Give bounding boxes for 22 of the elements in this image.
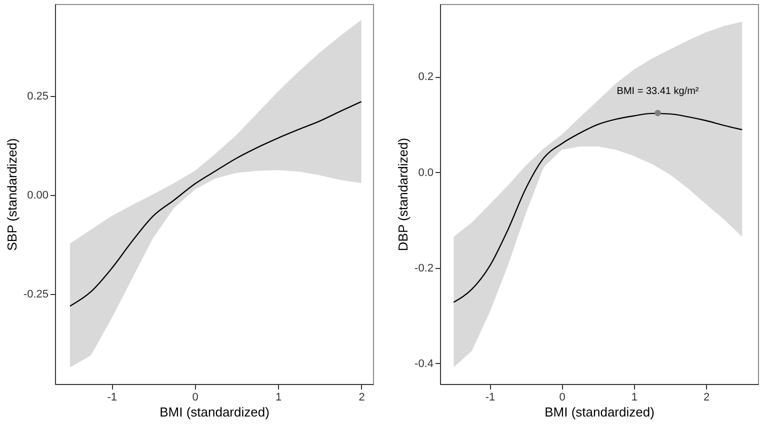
line-series bbox=[453, 112, 743, 303]
x-tick-label: 0 bbox=[192, 392, 198, 404]
x-axis-title: BMI (standardized) bbox=[160, 404, 270, 420]
line-series bbox=[69, 101, 362, 307]
y-axis-title: DBP (standardized) bbox=[396, 138, 411, 252]
y-tick-label: -0.25 bbox=[23, 288, 48, 300]
x-axis-title: BMI (standardized) bbox=[544, 404, 654, 420]
y-tick-label: 0.2 bbox=[418, 71, 434, 84]
x-tick-label: -1 bbox=[485, 392, 496, 404]
x-tick-label: 2 bbox=[704, 392, 710, 404]
y-tick-label: 0.00 bbox=[27, 189, 48, 202]
y-tick-label: 0.25 bbox=[27, 90, 48, 103]
x-tick-label: 2 bbox=[358, 392, 365, 404]
y-tick-label: 0.0 bbox=[418, 166, 434, 179]
y-axis-title: SBP (standardized) bbox=[4, 138, 20, 251]
annotation: BMI = 33.41 kg/m² bbox=[616, 86, 700, 97]
x-tick-label: -1 bbox=[107, 392, 117, 404]
y-tick-label: -0.4 bbox=[414, 358, 434, 370]
x-tick-label: 1 bbox=[276, 392, 282, 404]
y-tick-label: -0.2 bbox=[414, 262, 434, 274]
x-tick-label: 0 bbox=[559, 392, 566, 404]
x-tick-label: 1 bbox=[631, 392, 638, 404]
